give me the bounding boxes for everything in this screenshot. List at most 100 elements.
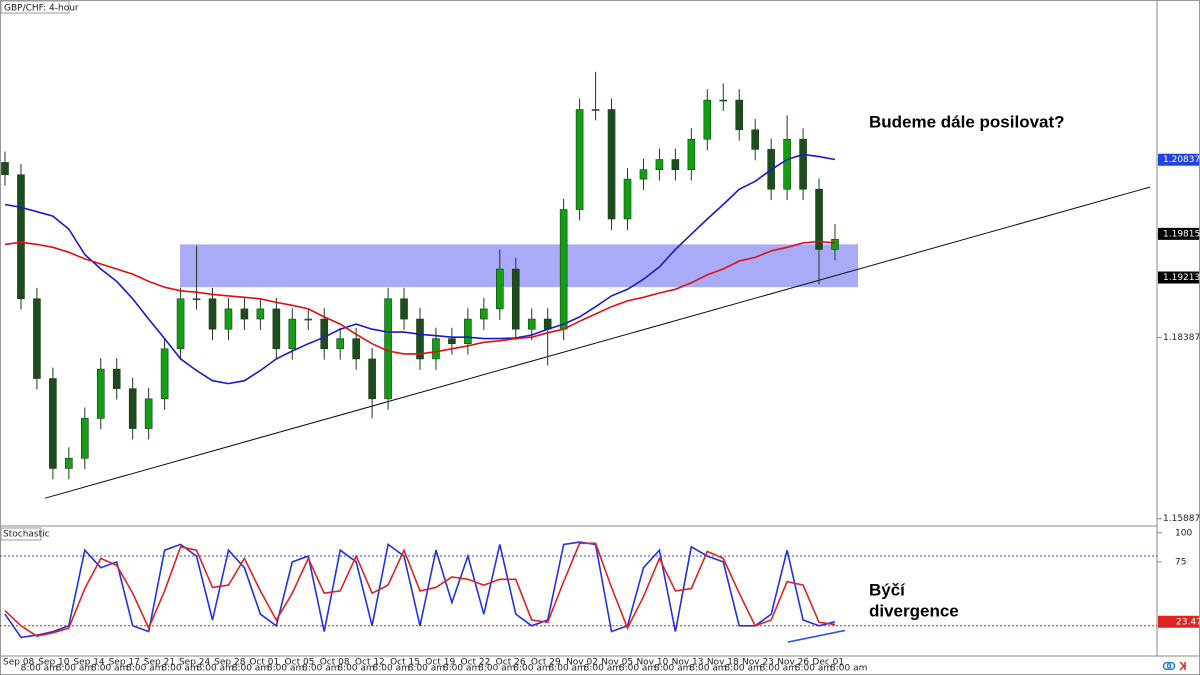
candle-body [288, 318, 297, 350]
last-value-box [1158, 615, 1199, 628]
x-tick-label: 8:00 am [443, 664, 480, 674]
candle-body [208, 298, 217, 330]
x-tick-label: Oct 29 [531, 658, 561, 668]
x-tick-label: 8:00 am [408, 664, 445, 674]
candle-body [671, 159, 680, 170]
candle-body [49, 378, 57, 469]
x-tick-label: 8:00 am [302, 664, 339, 674]
x-tick-label: 8:00 am [830, 664, 867, 674]
x-tick-label: Sep 17 [109, 658, 140, 668]
x-tick-label: Nov 10 [636, 658, 668, 668]
candle-body [655, 159, 664, 170]
x-tick-label: 8:00 am [267, 664, 304, 674]
x-tick-label: 8:00 am [161, 664, 198, 674]
candle-body [639, 169, 648, 180]
candle-body [256, 308, 265, 320]
moving-average [4, 153, 836, 385]
x-tick-label: 8:00 am [724, 664, 761, 674]
last-value-label: 23.47 [1176, 617, 1200, 627]
x-tick-label: Nov 26 [777, 658, 809, 668]
candle-body [464, 318, 472, 345]
x-tick-label: 8:00 am [373, 664, 410, 674]
x-tick-label: 8:00 am [689, 664, 726, 674]
x-tick-label: Oct 12 [355, 658, 385, 668]
candle-body [96, 368, 105, 419]
candle-body [352, 338, 360, 360]
candle-body [687, 138, 696, 170]
y-tick-label: 1.19213 [1163, 273, 1200, 283]
x-tick-label: Sep 10 [38, 658, 70, 668]
candle-body [81, 418, 89, 459]
candle-body [719, 99, 728, 102]
candle-body [304, 318, 313, 321]
x-tick-label: Nov 13 [672, 658, 704, 668]
x-tick-label: Oct 08 [320, 658, 350, 668]
candle-body [831, 238, 839, 250]
candle-body [559, 209, 568, 330]
x-tick-label: 8:00 am [619, 664, 656, 674]
y-tick-label: 75 [1175, 557, 1186, 567]
candle-body [1, 162, 9, 176]
plot-layer [0, 71, 1157, 643]
candle-body [192, 298, 201, 301]
candle-body [448, 338, 456, 345]
x-tick-label: 8:00 am [548, 664, 585, 674]
candle-body [527, 318, 536, 330]
candle-body [511, 268, 520, 330]
candle-body [815, 188, 823, 250]
x-tick-label: Sep 21 [144, 658, 175, 668]
title-box [0, 0, 70, 14]
y-tick-label: 1.20837 [1163, 155, 1200, 165]
x-tick-label: Oct 05 [285, 658, 315, 668]
y-tick-label: 1.19815 [1163, 229, 1200, 239]
annotation: Býčí [869, 580, 906, 599]
candle-body [575, 109, 584, 210]
x-tick-label: 8:00 am [197, 664, 234, 674]
candle-body [33, 298, 41, 379]
candle-body [735, 99, 744, 131]
candle-body [17, 174, 25, 300]
price-label-box [1158, 271, 1199, 284]
moving-average [4, 240, 836, 355]
annotation: divergence [869, 601, 959, 620]
stochastic-line [4, 542, 836, 638]
y-tick-label: 1.15887 [1163, 514, 1200, 524]
x-tick-label: 8:00 am [795, 664, 832, 674]
candle-body [160, 348, 169, 400]
x-tick-label: 8:00 am [56, 664, 93, 674]
candle-body [128, 388, 137, 429]
price-label-box [1158, 153, 1199, 166]
chart-title: GBP/CHF: 4-hour [4, 4, 79, 14]
candle-body [320, 318, 329, 350]
annotation: Budeme dále posilovat? [869, 112, 1065, 131]
x-tick-label: 8:00 am [513, 664, 550, 674]
trendline [44, 186, 1151, 499]
x-tick-label: Oct 19 [425, 658, 455, 668]
candle-body [783, 138, 791, 190]
candle-body [751, 129, 759, 150]
y-tick-label: 100 [1175, 528, 1192, 538]
candle-body [112, 368, 121, 389]
x-tick-label: Oct 26 [496, 658, 526, 668]
x-tick-label: Nov 18 [707, 658, 739, 668]
divergence-line [787, 629, 846, 643]
indicator-box [0, 527, 42, 541]
candle-body [623, 178, 632, 220]
x-tick-label: Oct 22 [460, 658, 490, 668]
candle-body [240, 308, 249, 320]
x-tick-label: Sep 14 [73, 658, 105, 668]
candle-body [607, 109, 616, 220]
x-tick-label: 8:00 am [760, 664, 797, 674]
x-tick-label: 8:00 am [21, 664, 58, 674]
x-tick-label: Nov 23 [742, 658, 774, 668]
candle-body [400, 298, 408, 320]
candle-body [799, 138, 807, 190]
icons [1162, 661, 1186, 671]
x-tick-label: Sep 24 [179, 658, 211, 668]
candle-body [703, 99, 712, 140]
candle-body [65, 457, 73, 469]
x-tick-label: Nov 05 [601, 658, 633, 668]
candle-body [416, 318, 424, 360]
x-tick-label: 8:00 am [232, 664, 269, 674]
indicator-title: Stochastic [3, 530, 50, 540]
